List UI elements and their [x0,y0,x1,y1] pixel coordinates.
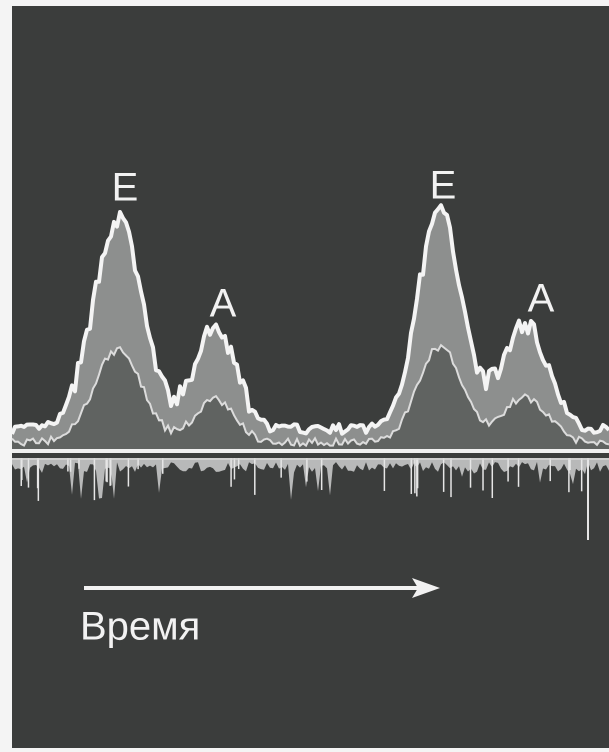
peak-label: E [430,164,457,208]
time-label: Время [80,605,200,649]
doppler-image: E A E A Время [0,0,609,752]
peak-label: E [112,166,139,210]
page: E A E A Время (() => { const data = JSON… [0,0,609,752]
peak-label: A [528,277,555,321]
peak-label: A [210,282,237,326]
